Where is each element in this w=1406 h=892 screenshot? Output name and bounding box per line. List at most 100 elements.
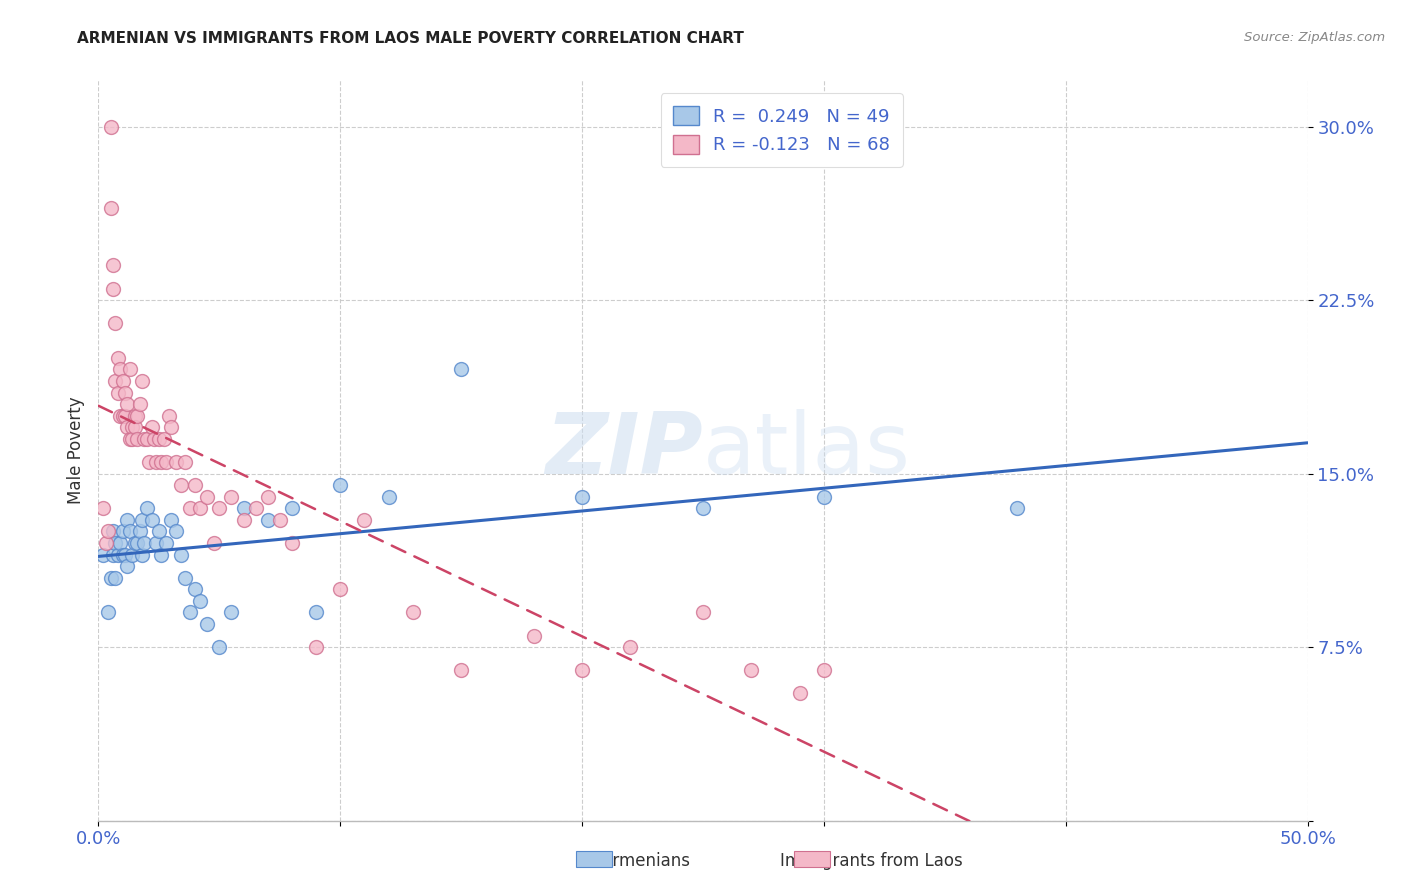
Point bbox=[117, 420, 139, 434]
Point bbox=[114, 385, 136, 400]
Point bbox=[134, 536, 156, 550]
Point bbox=[188, 501, 211, 516]
Point bbox=[195, 617, 218, 632]
Point bbox=[135, 432, 157, 446]
Point bbox=[157, 409, 180, 423]
Point bbox=[127, 536, 149, 550]
Point bbox=[101, 281, 124, 295]
Point bbox=[329, 582, 352, 597]
Point bbox=[305, 640, 328, 654]
Text: Source: ZipAtlas.com: Source: ZipAtlas.com bbox=[1244, 31, 1385, 45]
Point bbox=[148, 524, 170, 539]
Point bbox=[571, 490, 593, 504]
Point bbox=[619, 640, 641, 654]
Point bbox=[184, 582, 207, 597]
Point bbox=[124, 536, 146, 550]
Point bbox=[104, 571, 127, 585]
Point bbox=[107, 351, 129, 365]
Point bbox=[101, 548, 124, 562]
Point bbox=[104, 316, 127, 330]
Point bbox=[281, 501, 304, 516]
Point bbox=[118, 432, 141, 446]
Point bbox=[150, 455, 173, 469]
Point bbox=[117, 559, 139, 574]
Point bbox=[523, 628, 546, 642]
Point bbox=[245, 501, 267, 516]
Point bbox=[305, 606, 328, 620]
Point bbox=[128, 397, 150, 411]
Point bbox=[117, 513, 139, 527]
Point bbox=[208, 640, 231, 654]
Point bbox=[121, 432, 143, 446]
Point bbox=[692, 606, 714, 620]
Point bbox=[114, 409, 136, 423]
Point bbox=[111, 548, 134, 562]
Point bbox=[789, 686, 811, 700]
Point bbox=[145, 536, 167, 550]
Point bbox=[135, 501, 157, 516]
Point bbox=[402, 606, 425, 620]
Point bbox=[165, 455, 187, 469]
Y-axis label: Male Poverty: Male Poverty bbox=[66, 397, 84, 504]
Point bbox=[208, 501, 231, 516]
Text: Armenians: Armenians bbox=[602, 852, 692, 870]
Point bbox=[107, 548, 129, 562]
Point bbox=[127, 409, 149, 423]
Point bbox=[1007, 501, 1029, 516]
Point bbox=[131, 513, 153, 527]
Point bbox=[127, 432, 149, 446]
Point bbox=[100, 571, 122, 585]
Point bbox=[281, 536, 304, 550]
Point bbox=[91, 548, 114, 562]
Point bbox=[269, 513, 291, 527]
Text: ZIP: ZIP bbox=[546, 409, 703, 492]
Point bbox=[184, 478, 207, 492]
Point bbox=[100, 201, 122, 215]
Point bbox=[221, 490, 243, 504]
Point bbox=[111, 524, 134, 539]
Point bbox=[174, 571, 197, 585]
Point bbox=[169, 548, 191, 562]
Point bbox=[195, 490, 218, 504]
Point bbox=[111, 409, 134, 423]
Point bbox=[377, 490, 399, 504]
Point bbox=[179, 501, 201, 516]
Point bbox=[155, 455, 177, 469]
Point bbox=[121, 548, 143, 562]
Point bbox=[571, 663, 593, 677]
Point bbox=[152, 432, 174, 446]
Point bbox=[169, 478, 191, 492]
Point bbox=[111, 374, 134, 388]
Point bbox=[97, 524, 120, 539]
Point bbox=[174, 455, 197, 469]
Point bbox=[108, 409, 131, 423]
Point bbox=[329, 478, 352, 492]
Point bbox=[813, 663, 835, 677]
Point bbox=[94, 536, 117, 550]
Point bbox=[155, 536, 177, 550]
Point bbox=[91, 501, 114, 516]
Point bbox=[179, 606, 201, 620]
Point bbox=[692, 501, 714, 516]
Point bbox=[118, 524, 141, 539]
Point bbox=[131, 374, 153, 388]
Point bbox=[143, 432, 166, 446]
Point bbox=[450, 663, 472, 677]
Point bbox=[118, 362, 141, 376]
Point bbox=[450, 362, 472, 376]
Point bbox=[107, 385, 129, 400]
Text: Immigrants from Laos: Immigrants from Laos bbox=[780, 852, 963, 870]
Point bbox=[124, 420, 146, 434]
Point bbox=[117, 397, 139, 411]
Point bbox=[188, 594, 211, 608]
Point bbox=[148, 432, 170, 446]
Point bbox=[114, 548, 136, 562]
Point bbox=[204, 536, 226, 550]
Point bbox=[221, 606, 243, 620]
Point bbox=[232, 501, 254, 516]
Point bbox=[150, 548, 173, 562]
Point bbox=[101, 524, 124, 539]
Point bbox=[124, 409, 146, 423]
Point bbox=[141, 420, 163, 434]
Point bbox=[100, 120, 122, 134]
